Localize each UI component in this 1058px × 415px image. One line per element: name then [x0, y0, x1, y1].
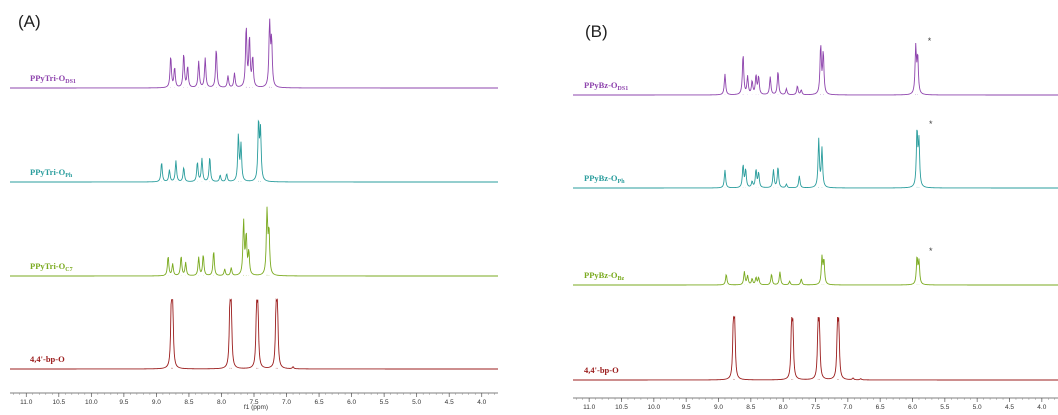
panel-b-x-axis: 11.0 10.5 10.0 9.5 9.0 8.5 8.0 7.5 7.0 6.5 6.0 5.5 5… [573, 397, 1058, 411]
x-tick-label: 10.0 [85, 399, 98, 406]
trace-label-main: PPyTri-O [30, 261, 66, 271]
trace-label-main: PPyBz-O [584, 173, 618, 183]
x-tick-label: 5.0 [412, 399, 421, 406]
trace-label-sub: DS1 [65, 79, 76, 85]
panel-b-traces: PPyBz-ODS1*PPyBz-OPh*PPyBz-OBz*4,4'-bp-O [573, 36, 1058, 381]
x-tick-label: 4.0 [477, 399, 486, 406]
x-tick-label: 5.5 [940, 404, 949, 411]
x-tick-label: 8.5 [746, 404, 755, 411]
trace-label-sub: Bz [618, 276, 625, 282]
x-tick-label: 7.0 [843, 404, 852, 411]
spectrum-line [10, 119, 498, 183]
trace-label-sub: C7 [65, 267, 72, 273]
panel-b: (B) PPyBz-ODS1*PPyBz-OPh*PPyBz-OBz*4,4'-… [573, 22, 1058, 411]
x-tick-label: 5.0 [973, 404, 982, 411]
x-tick-label: 8.0 [217, 399, 226, 406]
x-tick-label: 7.5 [811, 404, 820, 411]
panel-a-label: (A) [18, 12, 41, 31]
x-tick-label: 11.0 [583, 404, 596, 411]
peak-annotation: * [929, 119, 933, 129]
trace-label-sub: DS1 [618, 86, 629, 92]
x-tick-label: 6.5 [876, 404, 885, 411]
spectrum-trace-2: PPyBz-OBz * [573, 246, 1058, 286]
x-tick-label: 6.5 [315, 399, 324, 406]
trace-label: PPyTri-OPh [30, 167, 73, 179]
x-tick-label: 6.0 [347, 399, 356, 406]
trace-label: 4,4'-bp-O [584, 365, 619, 375]
peak-annotation: * [929, 246, 933, 256]
spectrum-line [573, 129, 1058, 189]
x-tick-label: 8.0 [779, 404, 788, 411]
x-tick-label: 9.5 [682, 404, 691, 411]
x-tick-label: 7.5 [249, 399, 258, 406]
x-tick-label: 4.5 [1005, 404, 1014, 411]
spectrum-trace-1: PPyBz-OPh * [573, 119, 1058, 189]
spectrum-trace-3: 4,4'-bp-O [573, 315, 1058, 381]
spectrum-line [10, 18, 498, 89]
x-tick-label: 11.0 [20, 399, 33, 406]
spectrum-trace-1: PPyTri-OPh [10, 119, 498, 183]
peak-annotation: * [928, 36, 932, 46]
spectrum-line [573, 43, 1058, 96]
x-tick-label: 5.5 [380, 399, 389, 406]
trace-label-main: PPyTri-O [30, 73, 66, 83]
spectrum-line [573, 254, 1058, 286]
spectrum-line [10, 206, 498, 277]
spectrum-line [10, 298, 498, 370]
trace-label-main: PPyBz-O [584, 80, 618, 90]
panel-a-x-axis: 11.0 10.5 10.0 9.5 9.0 8.5 8.0 7.5 7.0 6.5 6.0 5.5 5… [10, 392, 498, 406]
x-tick-label: 7.0 [282, 399, 291, 406]
panel-a-x-axis-label: f1 (ppm) [244, 404, 268, 411]
x-tick-label: 10.0 [648, 404, 661, 411]
x-tick-label: 9.0 [152, 399, 161, 406]
spectrum-trace-3: 4,4'-bp-O [10, 298, 498, 370]
trace-label-sub: Ph [618, 179, 626, 185]
trace-label-main: PPyTri-O [30, 167, 66, 177]
x-tick-label: 10.5 [52, 399, 65, 406]
trace-label: PPyBz-ODS1 [584, 80, 628, 92]
spectrum-trace-0: PPyBz-ODS1 * [573, 36, 1058, 96]
x-tick-label: 10.5 [615, 404, 628, 411]
x-tick-label: 4.5 [445, 399, 454, 406]
trace-label: PPyTri-OC7 [30, 261, 73, 273]
x-tick-label: 4.0 [1037, 404, 1046, 411]
trace-label: 4,4'-bp-O [30, 354, 65, 364]
panel-b-label: (B) [585, 22, 608, 41]
panel-a: (A) PPyTri-ODS1PPyTri-OPhPPyTri-OC74,4'-… [10, 12, 498, 411]
x-tick-label: 8.5 [184, 399, 193, 406]
spectrum-trace-2: PPyTri-OC7 [10, 206, 498, 277]
trace-label: PPyBz-OPh [584, 173, 625, 185]
spectrum-trace-0: PPyTri-ODS1 [10, 18, 498, 89]
spectrum-line [573, 315, 1058, 381]
trace-label-main: PPyBz-O [584, 270, 618, 280]
trace-label: PPyTri-ODS1 [30, 73, 76, 85]
x-tick-label: 9.0 [714, 404, 723, 411]
trace-label-sub: Ph [65, 173, 73, 179]
trace-label-main: 4,4'-bp-O [30, 354, 65, 364]
x-tick-label: 9.5 [119, 399, 128, 406]
x-tick-label: 6.0 [908, 404, 917, 411]
trace-label-main: 4,4'-bp-O [584, 365, 619, 375]
trace-label: PPyBz-OBz [584, 270, 625, 282]
